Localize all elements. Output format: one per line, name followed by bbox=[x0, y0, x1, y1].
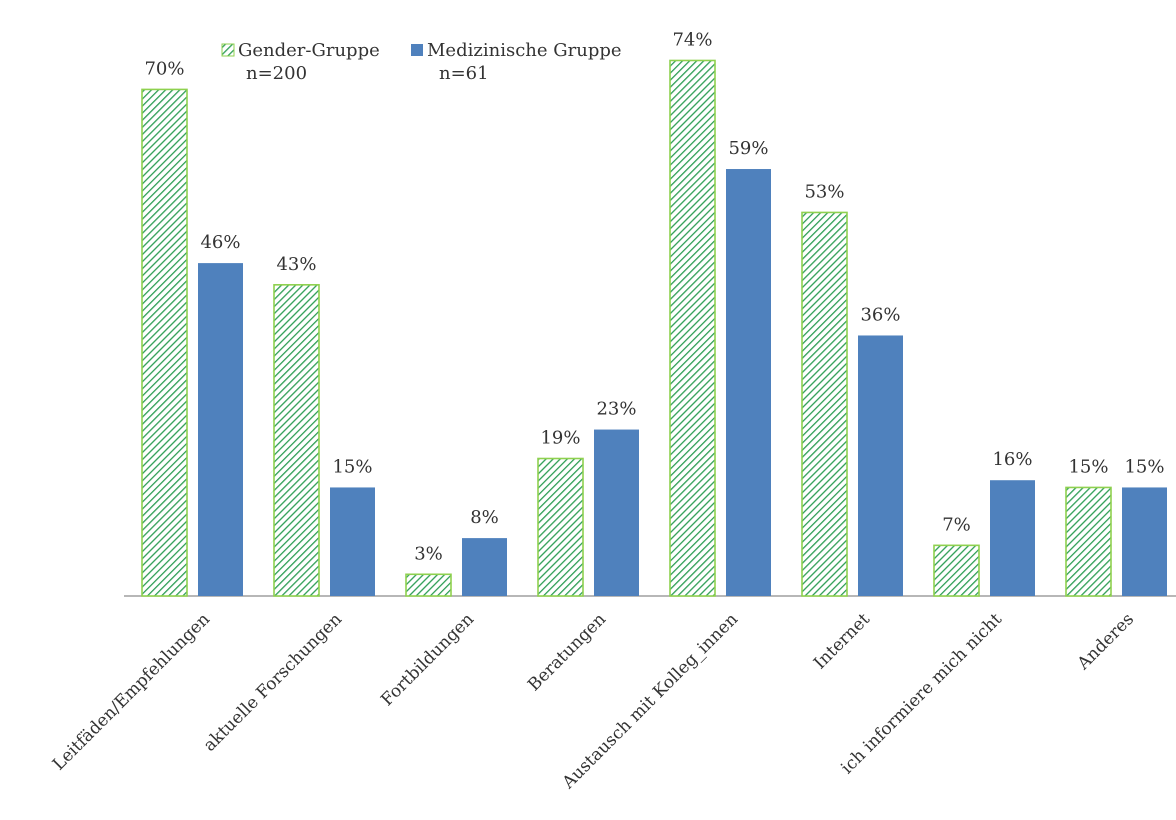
data-label-medizinische-gruppe-fortbildungen: 8% bbox=[470, 507, 499, 528]
bar-gender-gruppe-beratungen bbox=[537, 457, 584, 597]
data-label-medizinische-gruppe-austausch-mit-kolleg-innen: 59% bbox=[728, 138, 768, 159]
bar-medizinische-gruppe-leitf-den-empfehlungen bbox=[198, 263, 243, 596]
bar-medizinische-gruppe-ich-informiere-mich-nicht bbox=[990, 480, 1035, 596]
data-label-gender-gruppe-austausch-mit-kolleg-innen: 74% bbox=[672, 29, 712, 50]
legend-label-medizin: Medizinische Gruppe bbox=[427, 40, 622, 61]
bar-medizinische-gruppe-internet bbox=[858, 335, 903, 596]
bar-gender-gruppe-aktuelle-forschungen bbox=[273, 284, 320, 597]
data-label-gender-gruppe-internet: 53% bbox=[804, 181, 844, 202]
category-label-internet: Internet bbox=[810, 609, 874, 673]
data-label-medizinische-gruppe-anderes: 15% bbox=[1124, 456, 1164, 477]
category-label-fortbildungen: Fortbildungen bbox=[377, 609, 478, 710]
data-label-medizinische-gruppe-beratungen: 23% bbox=[596, 399, 636, 420]
data-label-gender-gruppe-leitf-den-empfehlungen: 70% bbox=[144, 58, 184, 79]
legend-swatch-gender bbox=[221, 43, 235, 57]
data-label-gender-gruppe-fortbildungen: 3% bbox=[414, 543, 443, 564]
category-label-leitf-den-empfehlungen: Leitfäden/Empfehlungen bbox=[49, 609, 214, 774]
data-label-gender-gruppe-aktuelle-forschungen: 43% bbox=[276, 254, 316, 275]
legend-n-gender: n=200 bbox=[246, 63, 307, 84]
category-label-anderes: Anderes bbox=[1073, 609, 1138, 674]
bar-medizinische-gruppe-anderes bbox=[1122, 487, 1167, 596]
data-label-gender-gruppe-ich-informiere-mich-nicht: 7% bbox=[942, 514, 971, 535]
bars-group: 70% 46% Leitfäden/Empfehlungen 43% 15% aktuel… bbox=[49, 29, 1167, 794]
bar-gender-gruppe-austausch-mit-kolleg-innen bbox=[669, 59, 716, 597]
data-label-gender-gruppe-anderes: 15% bbox=[1068, 456, 1108, 477]
data-label-medizinische-gruppe-aktuelle-forschungen: 15% bbox=[332, 456, 372, 477]
data-label-medizinische-gruppe-ich-informiere-mich-nicht: 16% bbox=[992, 449, 1032, 470]
category-label-aktuelle-forschungen: aktuelle Forschungen bbox=[200, 609, 346, 755]
category-label-beratungen: Beratungen bbox=[524, 609, 610, 695]
bar-gender-gruppe-ich-informiere-mich-nicht bbox=[933, 544, 980, 597]
legend-swatch-medizin bbox=[411, 44, 423, 56]
data-label-medizinische-gruppe-internet: 36% bbox=[860, 304, 900, 325]
data-label-medizinische-gruppe-leitf-den-empfehlungen: 46% bbox=[200, 232, 240, 253]
bar-gender-gruppe-anderes bbox=[1065, 486, 1112, 597]
bar-gender-gruppe-leitf-den-empfehlungen bbox=[141, 88, 188, 597]
legend: Gender-Gruppe n=200 Medizinische Gruppe … bbox=[221, 40, 622, 84]
legend-n-medizin: n=61 bbox=[439, 63, 489, 84]
bar-gender-gruppe-internet bbox=[801, 211, 848, 597]
bar-medizinische-gruppe-fortbildungen bbox=[462, 538, 507, 596]
legend-label-gender: Gender-Gruppe bbox=[238, 40, 380, 61]
data-label-gender-gruppe-beratungen: 19% bbox=[540, 428, 580, 449]
bar-medizinische-gruppe-aktuelle-forschungen bbox=[330, 487, 375, 596]
bar-medizinische-gruppe-beratungen bbox=[594, 429, 639, 596]
bar-medizinische-gruppe-austausch-mit-kolleg-innen bbox=[726, 169, 771, 597]
bar-gender-gruppe-fortbildungen bbox=[405, 573, 452, 597]
